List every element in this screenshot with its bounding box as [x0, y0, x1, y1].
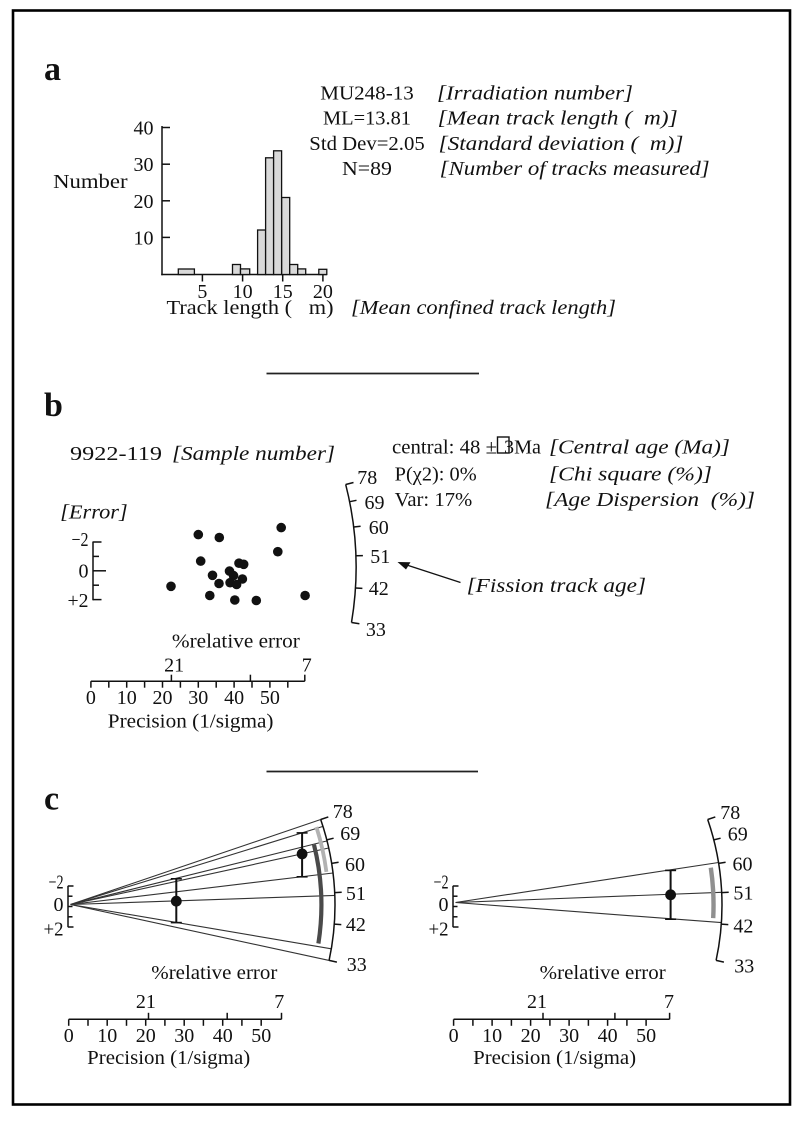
svg-text:20: 20 — [134, 191, 154, 213]
svg-text:[Standard deviation ( m)]: [Standard deviation ( m)] — [439, 133, 684, 155]
svg-text:a: a — [44, 51, 61, 88]
svg-text:60: 60 — [345, 854, 365, 876]
svg-text:40: 40 — [598, 1025, 618, 1047]
svg-text:7: 7 — [274, 991, 284, 1013]
svg-text:51: 51 — [733, 882, 753, 904]
svg-text:central: 48 ±: central: 48 ± — [392, 437, 497, 459]
svg-text:33: 33 — [366, 619, 386, 641]
svg-text:0: 0 — [439, 894, 449, 916]
svg-text:%relative error: %relative error — [151, 962, 277, 984]
svg-text:%relative error: %relative error — [540, 962, 666, 984]
svg-text:[Sample number]: [Sample number] — [172, 443, 335, 465]
svg-text:40: 40 — [134, 118, 154, 140]
svg-text:50: 50 — [636, 1025, 656, 1047]
svg-text:69: 69 — [728, 823, 748, 845]
svg-text:b: b — [44, 387, 63, 424]
svg-text:30: 30 — [134, 154, 154, 176]
svg-text:78: 78 — [720, 802, 740, 824]
svg-text:20: 20 — [136, 1025, 156, 1047]
svg-text:20: 20 — [153, 687, 173, 709]
svg-text:0: 0 — [79, 561, 89, 583]
svg-text:69: 69 — [365, 492, 385, 514]
svg-text:Number: Number — [53, 171, 128, 193]
svg-text:Precision (1/sigma): Precision (1/sigma) — [473, 1047, 636, 1069]
svg-text:30: 30 — [559, 1025, 579, 1047]
svg-text:50: 50 — [251, 1025, 271, 1047]
svg-text:9922-119: 9922-119 — [70, 443, 162, 465]
svg-text:30: 30 — [188, 687, 208, 709]
svg-text:42: 42 — [346, 914, 366, 936]
svg-text:0: 0 — [54, 894, 64, 916]
svg-text:[Fission track age]: [Fission track age] — [467, 575, 646, 597]
svg-text:[Mean confined track length]: [Mean confined track length] — [351, 297, 616, 319]
svg-text:78: 78 — [357, 467, 377, 489]
svg-text:−2: −2 — [49, 872, 64, 894]
svg-text:c: c — [44, 781, 59, 818]
svg-text:0: 0 — [64, 1025, 74, 1047]
svg-text:10: 10 — [97, 1025, 117, 1047]
svg-text:10: 10 — [134, 227, 154, 249]
svg-text:N=89: N=89 — [342, 158, 392, 180]
svg-text:50: 50 — [260, 687, 280, 709]
svg-text:7: 7 — [302, 655, 312, 677]
svg-text:[Chi square (%)]: [Chi square (%)] — [549, 464, 712, 486]
svg-text:Precision (1/sigma): Precision (1/sigma) — [87, 1047, 250, 1069]
svg-text:42: 42 — [369, 578, 389, 600]
svg-text:3Ma: 3Ma — [504, 437, 541, 459]
svg-text:ML=13.81: ML=13.81 — [323, 108, 411, 130]
svg-text:10: 10 — [482, 1025, 502, 1047]
svg-text:21: 21 — [136, 991, 156, 1013]
svg-text:21: 21 — [527, 991, 547, 1013]
svg-text:21: 21 — [164, 655, 184, 677]
svg-text:33: 33 — [734, 955, 754, 977]
svg-text:78: 78 — [333, 801, 353, 823]
svg-text:[Error]: [Error] — [60, 502, 128, 524]
svg-text:40: 40 — [224, 687, 244, 709]
svg-text:Var: 17%: Var: 17% — [395, 489, 473, 511]
svg-text:10: 10 — [117, 687, 137, 709]
svg-text:0: 0 — [86, 687, 96, 709]
svg-text:[Central age (Ma)]: [Central age (Ma)] — [549, 437, 730, 459]
svg-text:60: 60 — [733, 853, 753, 875]
svg-text:P(χ2): 0%: P(χ2): 0% — [395, 464, 477, 486]
svg-text:%relative error: %relative error — [172, 630, 300, 652]
svg-text:40: 40 — [213, 1025, 233, 1047]
svg-text:51: 51 — [346, 883, 366, 905]
svg-text:[Mean track length ( m)]: [Mean track length ( m)] — [438, 108, 678, 130]
svg-text:Precision (1/sigma): Precision (1/sigma) — [108, 711, 274, 733]
svg-text:+2: +2 — [44, 919, 64, 941]
svg-text:−2: −2 — [72, 529, 89, 551]
svg-text:69: 69 — [340, 823, 360, 845]
svg-text:Std Dev=2.05: Std Dev=2.05 — [309, 133, 424, 155]
svg-text:+2: +2 — [429, 919, 449, 941]
svg-text:30: 30 — [174, 1025, 194, 1047]
svg-text:33: 33 — [347, 954, 367, 976]
svg-text:7: 7 — [664, 991, 674, 1013]
svg-text:20: 20 — [521, 1025, 541, 1047]
svg-text:[Number of tracks measured]: [Number of tracks measured] — [440, 158, 710, 180]
svg-text:Track length ( m): Track length ( m) — [167, 297, 334, 319]
svg-text:60: 60 — [369, 517, 389, 539]
svg-text:42: 42 — [733, 915, 753, 937]
svg-text:MU248-13: MU248-13 — [320, 83, 414, 105]
svg-text:+2: +2 — [68, 590, 89, 612]
svg-text:51: 51 — [370, 546, 390, 568]
svg-text:[Age Dispersion (%)]: [Age Dispersion (%)] — [545, 489, 755, 511]
svg-text:[Irradiation number]: [Irradiation number] — [437, 83, 633, 105]
svg-text:0: 0 — [449, 1025, 459, 1047]
svg-text:−2: −2 — [434, 872, 449, 894]
